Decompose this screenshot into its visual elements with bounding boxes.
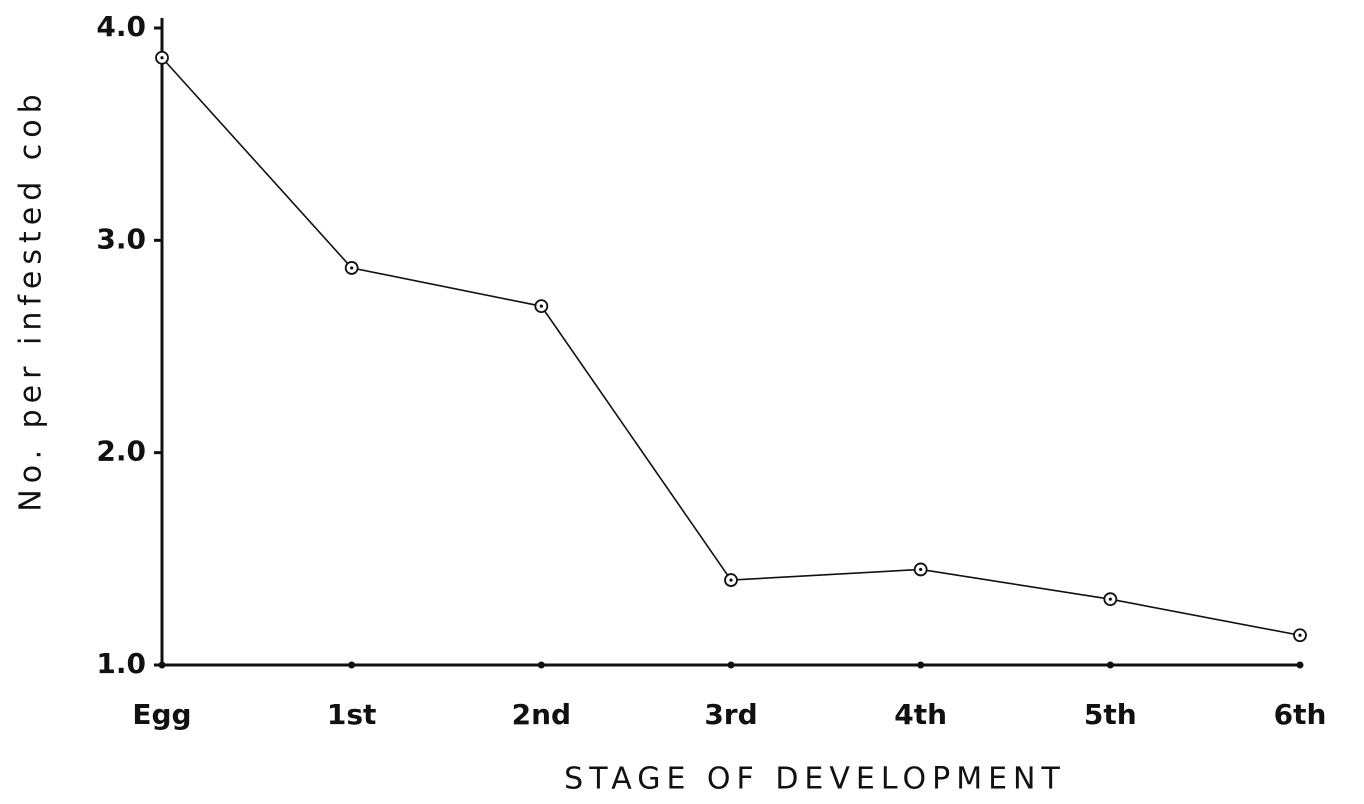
x-tick-label: 2nd bbox=[512, 698, 571, 731]
marker-dot bbox=[919, 567, 923, 572]
x-tick bbox=[348, 661, 356, 669]
x-tick bbox=[537, 661, 545, 669]
x-tick-label: 4th bbox=[894, 698, 947, 731]
x-tick bbox=[1296, 661, 1304, 669]
x-tick-label: 6th bbox=[1274, 698, 1327, 731]
marker-dot bbox=[1298, 633, 1302, 637]
marker-dot bbox=[1108, 597, 1112, 601]
marker-dot bbox=[539, 304, 543, 308]
x-tick-label: 3rd bbox=[704, 698, 757, 731]
x-axis-title: STAGE OF DEVELOPMENT bbox=[564, 762, 1066, 797]
x-tick bbox=[1106, 661, 1114, 669]
x-tick bbox=[917, 661, 925, 669]
y-tick-label: 3.0 bbox=[96, 222, 146, 255]
y-tick-label: 1.0 bbox=[96, 647, 146, 680]
x-tick-label: 5th bbox=[1084, 698, 1137, 731]
x-tick bbox=[727, 661, 735, 669]
line bbox=[161, 57, 1301, 637]
x-tick bbox=[158, 661, 166, 669]
y-axis-title: No. per infested cob bbox=[14, 88, 49, 511]
marker-dot bbox=[350, 266, 354, 270]
marker-dot bbox=[729, 578, 733, 582]
x-tick-label: Egg bbox=[132, 698, 191, 731]
marker-dot bbox=[160, 56, 164, 60]
x-tick-label: 1st bbox=[327, 698, 377, 731]
y-tick-label: 2.0 bbox=[96, 435, 146, 468]
y-tick-label: 4.0 bbox=[96, 10, 146, 43]
